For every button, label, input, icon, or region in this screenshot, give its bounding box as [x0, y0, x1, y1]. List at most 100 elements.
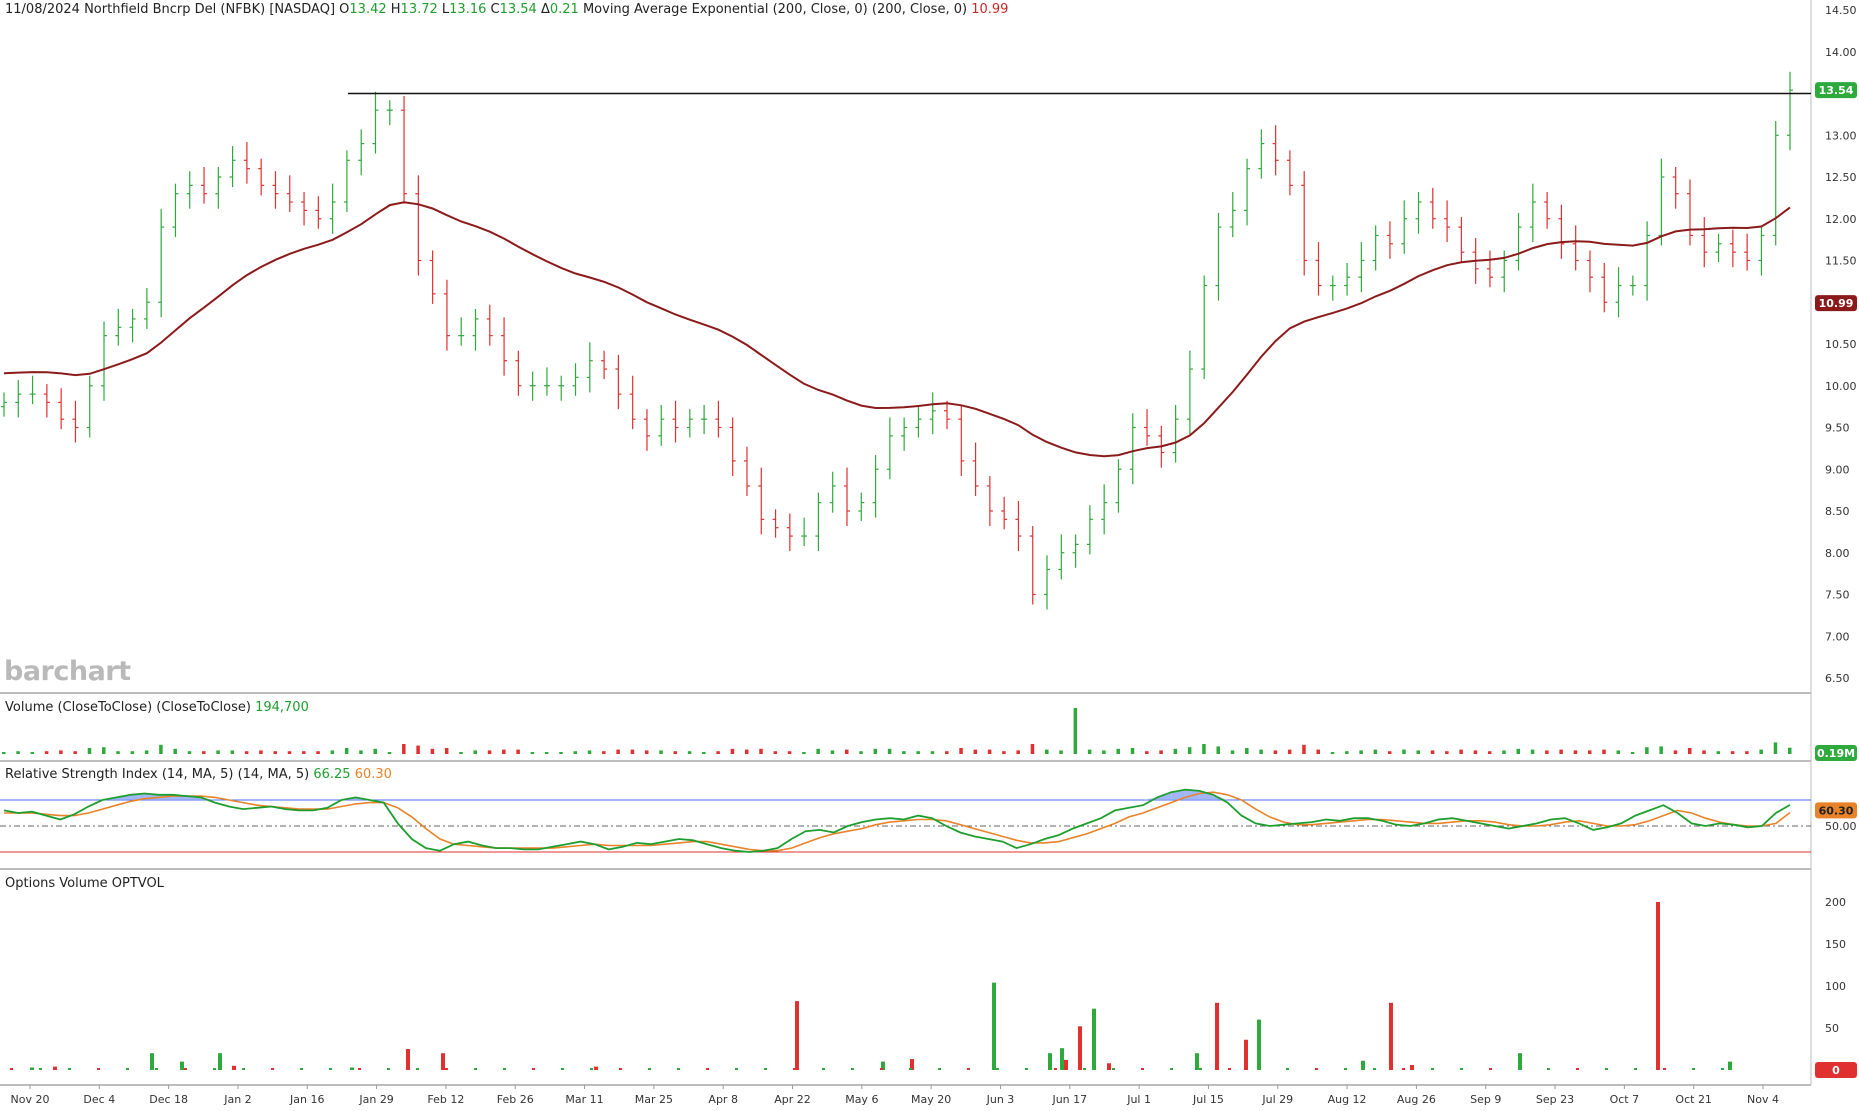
ohlc-bar: [1286, 150, 1293, 196]
ohlc-bar: [1358, 242, 1365, 293]
volume-bar: [959, 748, 963, 754]
volume-bar: [702, 752, 706, 754]
options-volume-tick: [1489, 1068, 1492, 1070]
ohlc-bar: [586, 342, 593, 393]
x-tick-label: Aug 26: [1397, 1093, 1436, 1106]
options-volume-bar: [1728, 1061, 1732, 1070]
volume-bar: [330, 750, 335, 754]
study-params: (200, Close, 0): [871, 2, 968, 17]
volume-bar: [1759, 749, 1763, 754]
volume-bar: [530, 752, 535, 754]
price-tick-label: 11.50: [1825, 255, 1857, 268]
volume-bar: [259, 750, 263, 754]
volume-bar: [444, 748, 449, 754]
ohlc-bar: [343, 150, 350, 213]
ohlc-bar: [1258, 129, 1265, 179]
volume-bar: [787, 751, 792, 754]
options-volume-tick: [387, 1068, 390, 1070]
options-volume-bar: [30, 1067, 34, 1070]
ohlc-bar: [301, 192, 308, 226]
options-title[interactable]: Options Volume OPTVOL: [5, 876, 164, 891]
volume-bar: [1516, 748, 1521, 754]
volume-bar: [759, 748, 763, 754]
price-tick-label: 14.50: [1825, 4, 1857, 17]
volume-value: 194,700: [255, 700, 309, 715]
rsi-title[interactable]: Relative Strength Index (14, MA, 5): [5, 767, 234, 782]
options-volume-bar: [53, 1066, 57, 1070]
ohlc-bar: [472, 308, 479, 351]
ohlc-bar: [1001, 496, 1008, 530]
volume-bar: [30, 752, 35, 754]
options-volume-bar: [1257, 1019, 1261, 1070]
ohlc-bar: [1101, 484, 1108, 535]
ohlc-bar: [286, 175, 293, 213]
ohlc-bar: [1558, 204, 1565, 259]
options-volume-bar: [406, 1049, 410, 1070]
ohlc-bar: [1744, 233, 1751, 271]
ohlc-bar: [1572, 225, 1579, 271]
price-tick-label: 10.50: [1825, 338, 1857, 351]
ohlc-bar: [243, 141, 250, 184]
volume-bar: [573, 751, 578, 754]
volume-bar: [1130, 748, 1135, 754]
options-volume-tick: [1257, 1068, 1260, 1070]
options-volume-tick: [706, 1068, 709, 1070]
volume-title[interactable]: Volume (CloseToClose): [5, 700, 153, 715]
volume-bar: [1316, 749, 1320, 754]
ohlc-bar: [1315, 242, 1322, 296]
options-volume-tick: [1083, 1068, 1086, 1070]
x-tick-label: Jul 29: [1261, 1093, 1293, 1106]
ohlc-bar: [229, 146, 236, 188]
last-price-badge: [1815, 82, 1857, 99]
ohlc-bar: [1015, 500, 1022, 552]
volume-bar: [916, 751, 920, 754]
ohlc-bar: [1544, 192, 1551, 229]
study-name[interactable]: Moving Average Exponential (200, Close, …: [582, 2, 868, 17]
options-volume-tick: [1112, 1068, 1115, 1070]
volume-bar: [402, 744, 406, 754]
options-volume-tick: [1692, 1068, 1695, 1070]
ohlc-bar: [801, 517, 808, 547]
ohlc-bar: [672, 400, 679, 443]
volume-bar: [802, 752, 806, 754]
options-volume-bar: [1064, 1059, 1068, 1070]
ohlc-bar: [1244, 158, 1251, 226]
volume-bar: [1402, 749, 1406, 754]
options-volume-tick: [300, 1068, 303, 1070]
options-volume-tick: [677, 1068, 680, 1070]
volume-bar: [1016, 750, 1020, 754]
volume-bar: [244, 751, 249, 754]
options-volume-bar: [1410, 1064, 1414, 1070]
options-volume-bar: [1078, 1026, 1082, 1070]
x-tick-label: Jul 15: [1192, 1093, 1224, 1106]
rsi-legend: Relative Strength Index (14, MA, 5) (14,…: [5, 767, 392, 782]
volume-bar: [1416, 750, 1421, 754]
ohlc-bar: [643, 409, 650, 451]
options-volume-tick: [1721, 1068, 1724, 1070]
options-volume-tick: [735, 1068, 738, 1070]
ohlc-bar: [1115, 459, 1122, 513]
volume-bar: [859, 751, 863, 754]
x-tick-label: Jan 2: [223, 1093, 251, 1106]
options-volume-bar: [594, 1066, 598, 1070]
volume-bar: [159, 744, 163, 754]
options-volume-tick: [474, 1068, 477, 1070]
x-tick-label: Feb 12: [427, 1093, 464, 1106]
ohlc-bar: [486, 304, 493, 346]
options-volume-tick: [909, 1068, 912, 1070]
ohlc-bar: [772, 509, 779, 538]
ohlc-bar: [543, 367, 550, 396]
options-volume-tick: [590, 1068, 593, 1070]
ohlc-bar: [1729, 229, 1736, 268]
options-volume-tick: [880, 1068, 883, 1070]
volume-bar: [773, 751, 778, 754]
ohlc-bar: [1329, 275, 1336, 301]
ohlc-bar: [1672, 166, 1679, 209]
ohlc-bar: [958, 404, 965, 476]
options-volume-tick: [851, 1068, 854, 1070]
volume-legend: Volume (CloseToClose) (CloseToClose) 194…: [5, 700, 309, 715]
volume-bar: [130, 751, 135, 754]
ohlc-bar: [1344, 263, 1351, 296]
